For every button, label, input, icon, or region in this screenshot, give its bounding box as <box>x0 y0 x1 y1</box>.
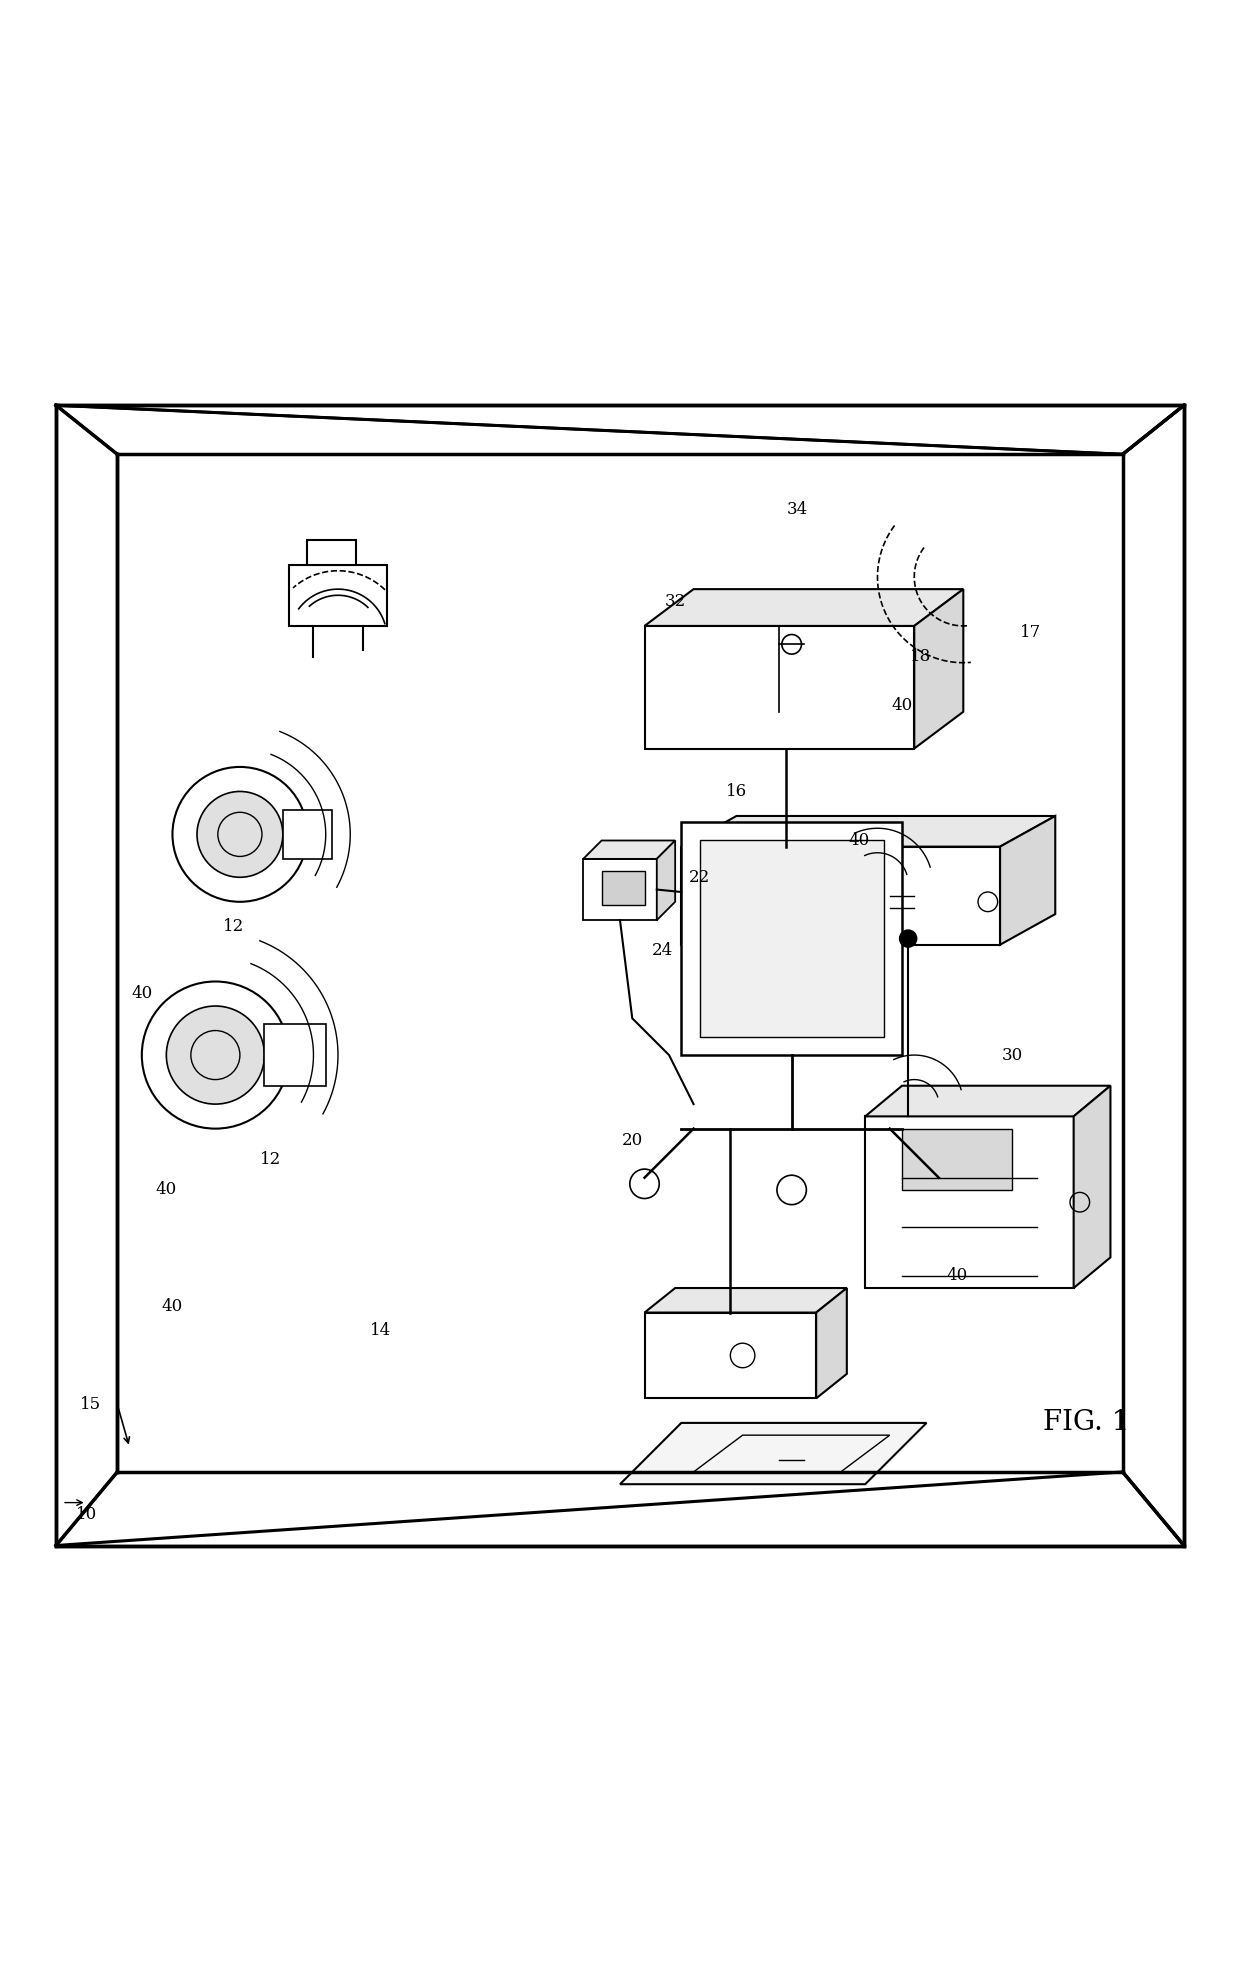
Text: 40: 40 <box>162 1298 184 1315</box>
Polygon shape <box>681 846 1001 944</box>
Text: 40: 40 <box>131 985 153 1003</box>
Polygon shape <box>645 626 914 748</box>
Text: 40: 40 <box>848 832 869 848</box>
Polygon shape <box>699 840 884 1036</box>
Circle shape <box>141 982 289 1129</box>
Text: 30: 30 <box>1002 1046 1023 1064</box>
Polygon shape <box>289 565 387 626</box>
Text: 32: 32 <box>665 593 686 610</box>
Text: 40: 40 <box>156 1182 177 1199</box>
Polygon shape <box>657 840 675 921</box>
Polygon shape <box>264 1025 326 1086</box>
Text: 40: 40 <box>946 1268 967 1284</box>
Polygon shape <box>645 589 963 626</box>
Circle shape <box>172 768 308 901</box>
Text: 14: 14 <box>371 1323 392 1339</box>
Text: 16: 16 <box>725 783 746 801</box>
Polygon shape <box>620 1423 926 1484</box>
Polygon shape <box>681 817 1055 846</box>
Circle shape <box>899 930 916 948</box>
Polygon shape <box>583 860 657 921</box>
Circle shape <box>197 791 283 877</box>
Polygon shape <box>601 872 645 905</box>
Text: 15: 15 <box>79 1396 100 1413</box>
Text: FIG. 1: FIG. 1 <box>1043 1409 1130 1437</box>
Polygon shape <box>1001 817 1055 944</box>
Text: 18: 18 <box>910 648 931 665</box>
Text: 22: 22 <box>689 870 711 885</box>
Polygon shape <box>283 811 332 860</box>
Polygon shape <box>308 540 356 565</box>
Polygon shape <box>914 589 963 748</box>
Circle shape <box>166 1005 264 1103</box>
Polygon shape <box>645 1313 816 1398</box>
Text: 40: 40 <box>892 697 913 715</box>
Text: 12: 12 <box>260 1150 281 1168</box>
Text: 17: 17 <box>1021 624 1042 640</box>
Polygon shape <box>1074 1086 1111 1288</box>
Polygon shape <box>645 1288 847 1313</box>
Polygon shape <box>583 840 675 860</box>
Polygon shape <box>901 1129 1012 1190</box>
Polygon shape <box>816 1288 847 1398</box>
Polygon shape <box>866 1117 1074 1288</box>
Text: 34: 34 <box>787 501 808 518</box>
Text: 12: 12 <box>223 919 244 934</box>
Text: 10: 10 <box>76 1506 97 1523</box>
Polygon shape <box>681 822 901 1054</box>
Polygon shape <box>866 1086 1111 1117</box>
Text: 20: 20 <box>621 1133 642 1150</box>
Text: 24: 24 <box>652 942 673 960</box>
